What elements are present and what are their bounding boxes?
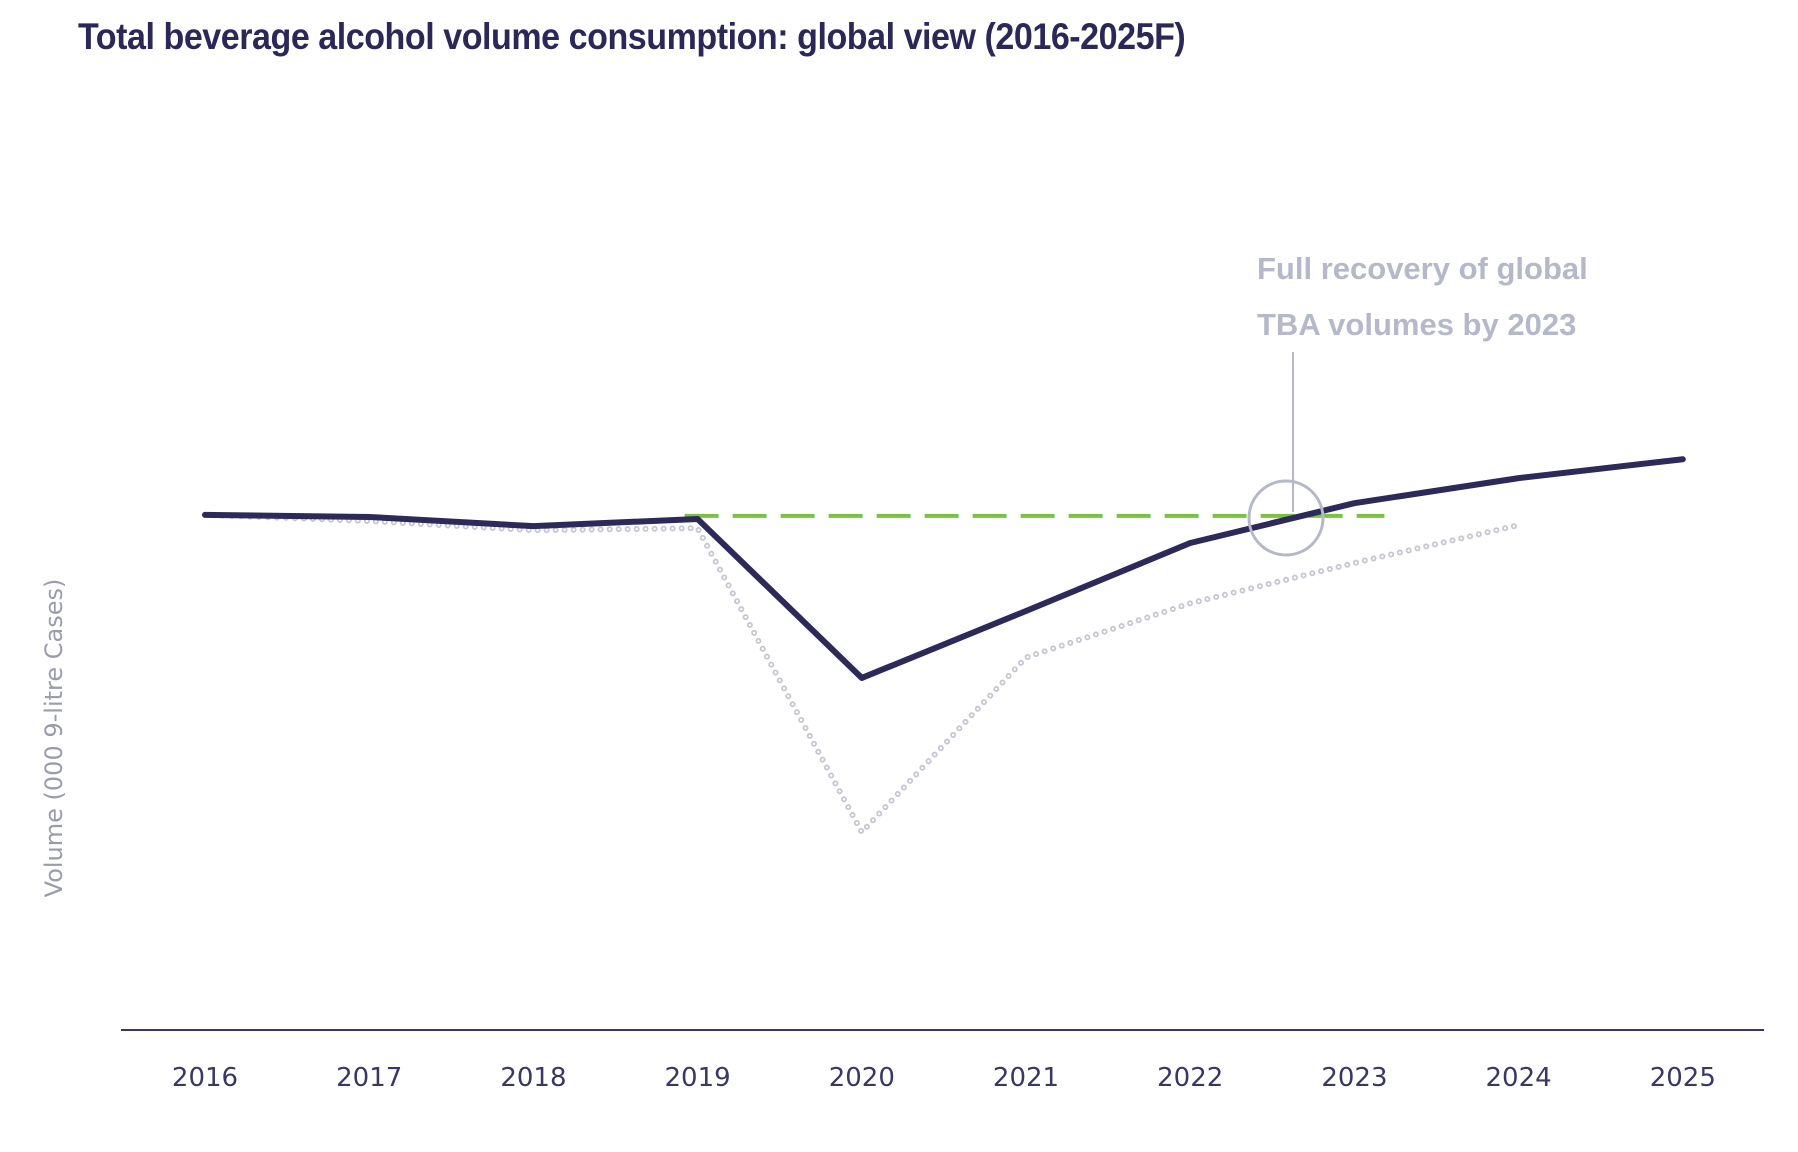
x-tick-label: 2025 bbox=[1650, 1063, 1716, 1093]
annotation: Full recovery of global TBA volumes by 2… bbox=[1247, 251, 1588, 557]
annotation-line-1: Full recovery of global bbox=[1257, 251, 1588, 286]
annotation-circle bbox=[1247, 479, 1325, 557]
x-tick-label: 2021 bbox=[993, 1063, 1059, 1093]
series-dotted-line-inner bbox=[203, 513, 1520, 835]
series-solid-line bbox=[202, 456, 1686, 681]
x-tick-label: 2022 bbox=[1157, 1063, 1223, 1093]
x-tick-label: 2016 bbox=[172, 1063, 238, 1093]
x-tick-label: 2020 bbox=[829, 1063, 895, 1093]
x-tick-label: 2018 bbox=[500, 1063, 566, 1093]
series-dotted-line bbox=[202, 511, 1522, 838]
annotation-line-2: TBA volumes by 2023 bbox=[1257, 307, 1576, 342]
x-tick-label: 2017 bbox=[336, 1063, 402, 1093]
x-tick-label: 2019 bbox=[665, 1063, 731, 1093]
x-tick-label: 2023 bbox=[1321, 1063, 1387, 1093]
chart-title: Total beverage alcohol volume consumptio… bbox=[78, 16, 1186, 57]
x-tick-label: 2024 bbox=[1486, 1063, 1552, 1093]
y-axis-label: Volume (000 9-litre Cases) bbox=[40, 579, 68, 898]
